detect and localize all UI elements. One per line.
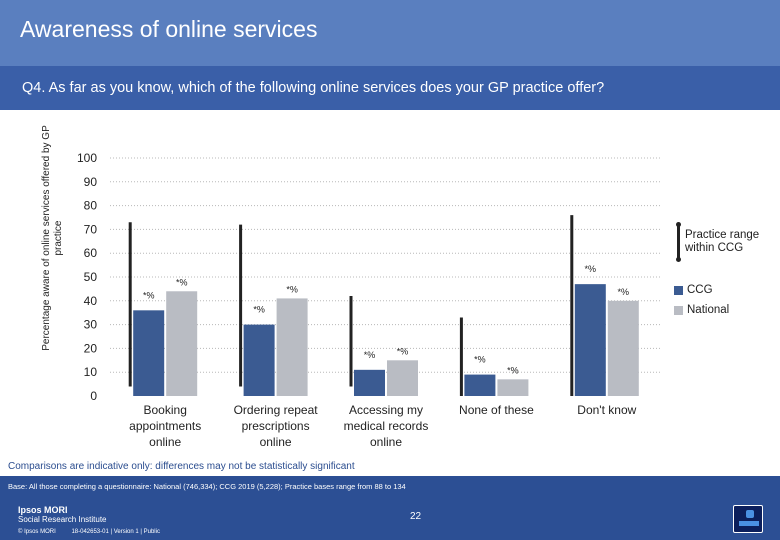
data-label: *% <box>474 355 486 365</box>
page-title: Awareness of online services <box>20 16 318 42</box>
data-label: *% <box>364 350 376 360</box>
y-tick-label: 20 <box>84 341 98 355</box>
legend-range-label: Practice range within CCG <box>685 229 760 254</box>
y-tick-label: 40 <box>84 294 98 308</box>
header-band <box>0 0 780 66</box>
legend-national-swatch <box>674 306 683 315</box>
category-label: Don't know <box>577 403 636 417</box>
y-tick-label: 0 <box>90 389 97 403</box>
question-band <box>0 66 780 110</box>
range-marker-icon <box>676 222 681 262</box>
category-label: Booking appointments online <box>129 403 201 449</box>
data-label: *% <box>176 277 188 287</box>
bar-ccg <box>574 284 606 396</box>
legend-ccg-swatch <box>674 286 683 295</box>
footer-band <box>0 476 780 540</box>
bar-national <box>166 291 198 396</box>
corner-logo-base <box>739 521 759 526</box>
y-tick-label: 80 <box>84 199 98 213</box>
data-label: *% <box>397 346 409 356</box>
question-text: Q4. As far as you know, which of the fol… <box>22 80 605 96</box>
data-label: *% <box>286 284 298 294</box>
bar-ccg <box>133 310 165 396</box>
category-label: Ordering repeat prescriptions online <box>234 403 319 449</box>
footer-reference: © Ipsos MORI 18-042653-01 | Version 1 | … <box>18 529 174 535</box>
data-label: *% <box>143 290 155 300</box>
base-note: Base: All those completing a questionnai… <box>8 482 406 491</box>
y-tick-label: 10 <box>84 365 98 379</box>
corner-logo-icon <box>733 505 763 533</box>
y-tick-label: 50 <box>84 270 98 284</box>
reference-text: 18-042653-01 | Version 1 | Public <box>71 529 160 535</box>
legend-range: Practice range within CCG <box>672 222 772 262</box>
bar-national <box>276 298 308 396</box>
category-label: Accessing my medical records online <box>344 403 429 449</box>
data-label: *% <box>618 287 630 297</box>
bar-ccg <box>464 374 496 396</box>
bar-national <box>497 379 529 396</box>
legend-national-label: National <box>687 304 730 316</box>
y-tick-label: 90 <box>84 175 98 189</box>
data-label: *% <box>585 264 597 274</box>
bar-ccg <box>354 369 385 396</box>
y-tick-label: 60 <box>84 246 98 260</box>
legend-ccg-label: CCG <box>687 284 713 296</box>
category-label: None of these <box>459 403 534 417</box>
copyright-text: © Ipsos MORI <box>18 529 56 535</box>
bar-national <box>387 360 418 396</box>
bar-ccg <box>243 324 275 396</box>
page-number: 22 <box>410 511 422 522</box>
bar-chart: 0 10 20 30 40 50 60 70 80 90 100 *% *% Booking appoint… <box>77 151 662 449</box>
brand-logo: Ipsos MORI Social Research Institute <box>18 505 107 525</box>
brand-name: Ipsos MORI <box>18 505 68 515</box>
y-tick-label: 100 <box>77 151 97 165</box>
y-tick-label: 30 <box>84 318 98 332</box>
bar-national <box>607 300 639 396</box>
brand-sub: Social Research Institute <box>18 515 107 524</box>
caveat-note: Comparisons are indicative only: differe… <box>8 461 355 472</box>
data-label: *% <box>253 305 265 315</box>
corner-logo-mark <box>746 510 754 518</box>
data-label: *% <box>507 365 519 375</box>
y-tick-label: 70 <box>84 222 98 236</box>
